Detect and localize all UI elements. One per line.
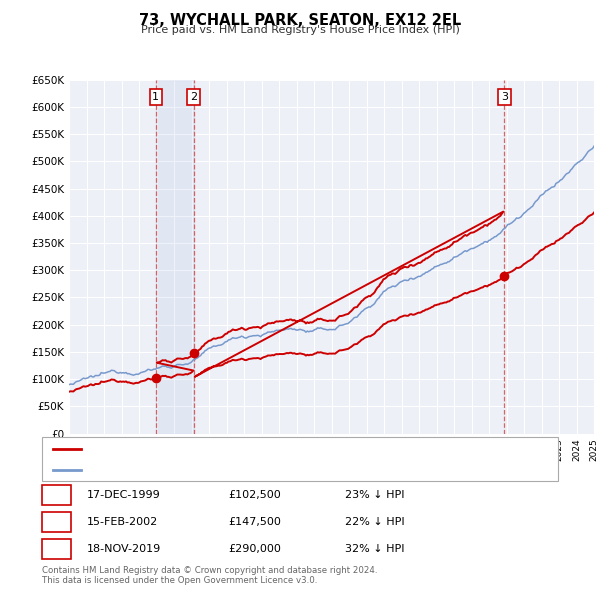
Text: 23% ↓ HPI: 23% ↓ HPI xyxy=(345,490,404,500)
Text: £147,500: £147,500 xyxy=(228,517,281,527)
Text: 1: 1 xyxy=(53,490,60,500)
Bar xyxy=(156,80,194,434)
Text: £290,000: £290,000 xyxy=(228,545,281,554)
Text: 32% ↓ HPI: 32% ↓ HPI xyxy=(345,545,404,554)
Text: Contains HM Land Registry data © Crown copyright and database right 2024.
This d: Contains HM Land Registry data © Crown c… xyxy=(42,566,377,585)
Text: 17-DEC-1999: 17-DEC-1999 xyxy=(87,490,161,500)
Text: Price paid vs. HM Land Registry's House Price Index (HPI): Price paid vs. HM Land Registry's House … xyxy=(140,25,460,35)
Text: 3: 3 xyxy=(53,545,60,554)
Text: 73, WYCHALL PARK, SEATON, EX12 2EL (detached house): 73, WYCHALL PARK, SEATON, EX12 2EL (deta… xyxy=(87,444,373,454)
Text: 1: 1 xyxy=(152,92,160,102)
Text: 73, WYCHALL PARK, SEATON, EX12 2EL: 73, WYCHALL PARK, SEATON, EX12 2EL xyxy=(139,13,461,28)
Text: 18-NOV-2019: 18-NOV-2019 xyxy=(87,545,161,554)
Text: 3: 3 xyxy=(501,92,508,102)
Text: 2: 2 xyxy=(190,92,197,102)
Text: 22% ↓ HPI: 22% ↓ HPI xyxy=(345,517,404,527)
Text: 2: 2 xyxy=(53,517,60,527)
Text: £102,500: £102,500 xyxy=(228,490,281,500)
Text: 15-FEB-2002: 15-FEB-2002 xyxy=(87,517,158,527)
Text: HPI: Average price, detached house, East Devon: HPI: Average price, detached house, East… xyxy=(87,465,328,475)
